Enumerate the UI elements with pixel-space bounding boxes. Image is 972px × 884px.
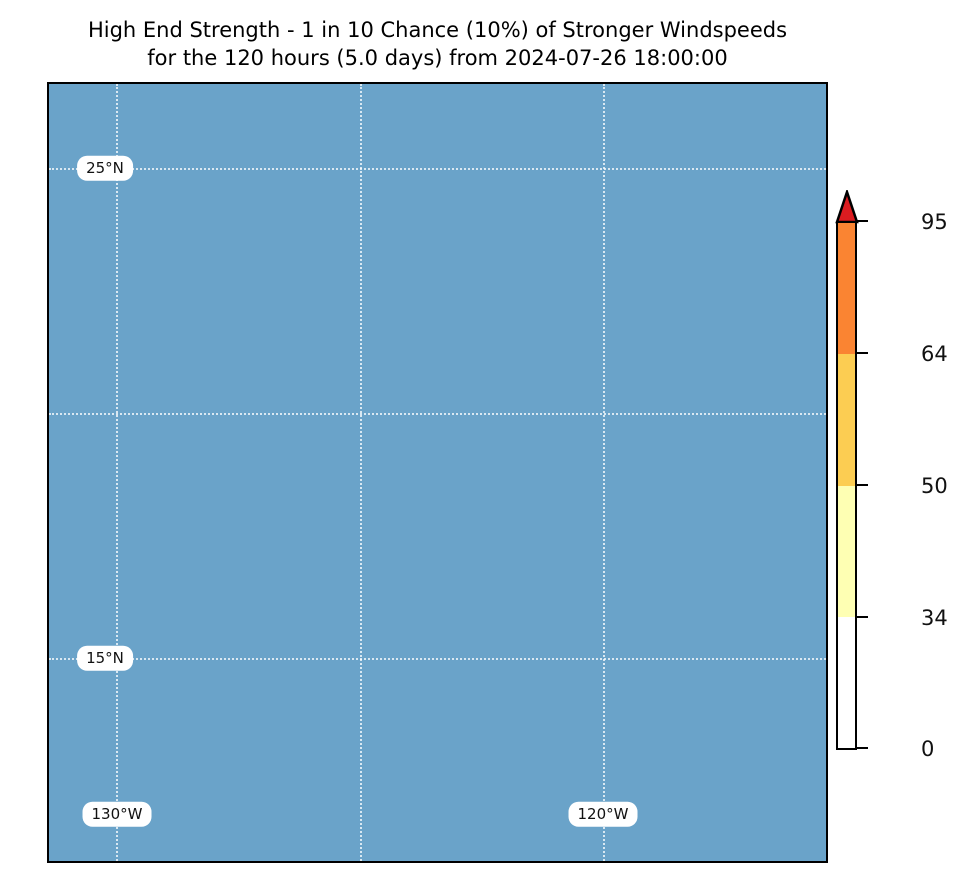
colorbar-label-34: 34 [921, 606, 948, 630]
colorbar-tick-34 [856, 616, 868, 618]
chart-title-line1: High End Strength - 1 in 10 Chance (10%)… [87, 18, 788, 42]
lat-label-25n: 25°N [77, 155, 133, 181]
colorbar-tick-64 [856, 352, 868, 354]
lon-label-120w: 120°W [568, 801, 638, 827]
lon-label-130w: 130°W [82, 801, 152, 827]
colorbar-segment-50-64 [838, 354, 855, 486]
colorbar-extend-arrow-icon [835, 190, 859, 224]
gridline-25n [49, 168, 826, 170]
chart-title-line2: for the 120 hours (5.0 days) from 2024-0… [147, 46, 728, 70]
colorbar-segment-34-50 [838, 485, 855, 617]
colorbar-segment-0-34 [838, 616, 855, 748]
lat-label-15n: 15°N [77, 645, 133, 671]
gridline-120w [603, 84, 605, 861]
colorbar [836, 221, 857, 750]
colorbar-segment-64-95 [838, 223, 855, 355]
gridline-125w [360, 84, 362, 861]
gridline-20n [49, 413, 826, 415]
colorbar-tick-95 [856, 220, 868, 222]
map-canvas: 25°N 15°N 130°W 120°W [47, 82, 828, 863]
colorbar-tick-0 [856, 747, 868, 749]
gridline-15n [49, 658, 826, 660]
chart-title: High End Strength - 1 in 10 Chance (10%)… [47, 16, 828, 72]
colorbar-tick-50 [856, 484, 868, 486]
colorbar-label-0: 0 [921, 737, 935, 761]
gridline-130w [116, 84, 118, 861]
colorbar-label-95: 95 [921, 210, 948, 234]
colorbar-label-64: 64 [921, 342, 948, 366]
colorbar-label-50: 50 [921, 474, 948, 498]
